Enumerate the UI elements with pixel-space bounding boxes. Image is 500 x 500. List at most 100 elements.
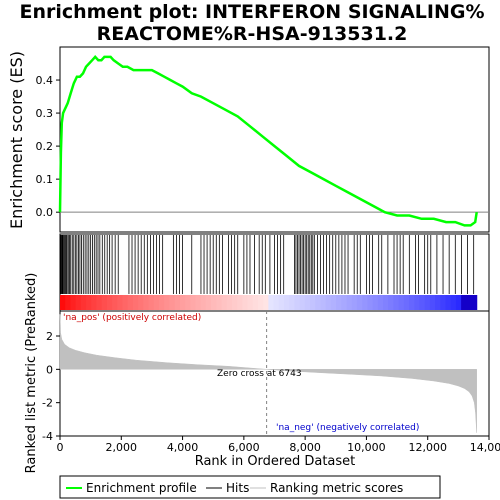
legend-label-enrichment: Enrichment profile xyxy=(86,481,197,495)
chart-title-line2: REACTOME%R-HSA-913531.2 xyxy=(97,23,408,45)
es-y-axis-label: Enrichment score (ES) xyxy=(7,51,26,229)
metric-panel-frame xyxy=(59,310,490,437)
x-tick-label: 4,000 xyxy=(167,441,199,454)
heatbar-segment xyxy=(325,295,332,310)
metric-y-axis-label: Ranked list metric (PreRanked) xyxy=(24,273,39,474)
heatbar-segment xyxy=(143,295,150,310)
heatbar-segment xyxy=(414,295,420,310)
heatbar-segment xyxy=(424,295,431,310)
heatbar-segment xyxy=(221,295,228,310)
es-line-group xyxy=(58,55,478,227)
x-axis-ticks: 0 2,000 4,000 6,000 8,000 10,000 12,000 14,000 xyxy=(57,436,500,454)
x-tick-label: 0 xyxy=(57,441,64,454)
x-tick-label: 6,000 xyxy=(228,441,260,454)
heatbar-segment xyxy=(398,295,405,310)
heatbar-segment xyxy=(70,295,77,310)
ranking-metric-area xyxy=(59,314,477,433)
negative-correlation-label: 'na_neg' (negatively correlated) xyxy=(276,423,419,433)
metric-y-ticks: -4 -2 0 2 xyxy=(42,330,60,443)
metric-area xyxy=(59,314,477,433)
metric-y-tick-label: -4 xyxy=(42,430,53,443)
heatbar-segment xyxy=(429,295,436,310)
heatbar-segment xyxy=(268,295,275,310)
heatbar-segment xyxy=(96,295,103,310)
metric-y-tick-label: 2 xyxy=(46,330,53,343)
heatbar-segment xyxy=(450,295,457,310)
heatbar-segment xyxy=(455,295,462,310)
heatbar-segment xyxy=(132,295,139,310)
heatbar-segment xyxy=(372,295,379,310)
heatbar-segment xyxy=(440,295,446,310)
heatbar-segment xyxy=(278,295,285,310)
heatbar-segment xyxy=(91,295,97,310)
heatbar-segment xyxy=(471,295,478,310)
hit-lines xyxy=(59,235,475,294)
heatbar-segment xyxy=(179,295,186,310)
heatbar-segment xyxy=(346,295,353,310)
es-y-tick-label: 0.4 xyxy=(36,74,54,87)
heatbar-segment xyxy=(289,295,295,310)
heatbar-segment xyxy=(367,295,374,310)
es-y-tick-label: 0.2 xyxy=(36,140,54,153)
heatbar-segment xyxy=(362,295,368,310)
heatbar-segment xyxy=(320,295,327,310)
heatbar-segment xyxy=(122,295,129,310)
heatbar-segment xyxy=(216,295,222,310)
heatbar-segment xyxy=(138,295,144,310)
chart-title-line1: Enrichment plot: INTERFERON SIGNALING% xyxy=(19,1,484,23)
heatbar-segment xyxy=(283,295,290,310)
heatbar-segment xyxy=(174,295,181,310)
heatbar-segment xyxy=(237,295,243,310)
heatbar-segment xyxy=(164,295,170,310)
heatbar-segment xyxy=(169,295,176,310)
rank-heatmap-bar xyxy=(60,295,478,310)
heatbar-segment xyxy=(148,295,155,310)
heatbar-segment xyxy=(435,295,441,310)
heatbar-segment xyxy=(75,295,82,310)
es-y-tick-label: 0.3 xyxy=(36,107,54,120)
heatbar-segment xyxy=(356,295,363,310)
heatbar-segment xyxy=(200,295,207,310)
x-tick-label: 14,000 xyxy=(470,441,500,454)
positive-correlation-label: 'na_pos' (positively correlated) xyxy=(63,313,201,323)
heatbar-segment xyxy=(127,295,134,310)
heatbar-segment xyxy=(112,295,118,310)
hits-panel xyxy=(59,233,490,312)
heatbar-segment xyxy=(445,295,452,310)
heatbar-segment xyxy=(341,295,348,310)
enrichment-profile-line xyxy=(58,55,478,227)
es-y-tick-label: 0.1 xyxy=(36,173,54,186)
heatbar-segment xyxy=(351,295,358,310)
heatbar-segment xyxy=(419,295,426,310)
heatbar-segment xyxy=(257,295,264,310)
heatbar-segment xyxy=(336,295,342,310)
es-panel-frame xyxy=(59,46,490,233)
heatbar-segment xyxy=(205,295,212,310)
legend-frame xyxy=(59,475,441,499)
heatbar-segment xyxy=(294,295,301,310)
zero-cross-label: Zero cross at 6743 xyxy=(217,369,302,379)
x-tick-label: 2,000 xyxy=(106,441,138,454)
legend-label-metric: Ranking metric scores xyxy=(270,481,403,495)
es-panel: 0.0 0.1 0.2 0.3 0.4 Enrichment score (ES) xyxy=(7,46,490,233)
x-tick-label: 8,000 xyxy=(289,441,321,454)
heatbar-segment xyxy=(393,295,400,310)
heatbar-segment xyxy=(304,295,311,310)
heatbar-segment xyxy=(158,295,165,310)
heatbar-segment xyxy=(247,295,254,310)
heatbar-segment xyxy=(65,295,71,310)
heatbar-segment xyxy=(466,295,473,310)
heatbar-segment xyxy=(388,295,394,310)
heatbar-segment xyxy=(101,295,108,310)
heatbar-segment xyxy=(231,295,238,310)
heatbar-segment xyxy=(382,295,389,310)
heatbar-segment xyxy=(106,295,113,310)
es-y-tick-label: 0.0 xyxy=(36,206,54,219)
heatbar-segment xyxy=(330,295,337,310)
x-axis-label: Rank in Ordered Dataset xyxy=(195,454,356,469)
heatbar-segment xyxy=(226,295,233,310)
heatbar-segment xyxy=(190,295,196,310)
heatbar-segment xyxy=(273,295,280,310)
heatbar-segment xyxy=(377,295,384,310)
